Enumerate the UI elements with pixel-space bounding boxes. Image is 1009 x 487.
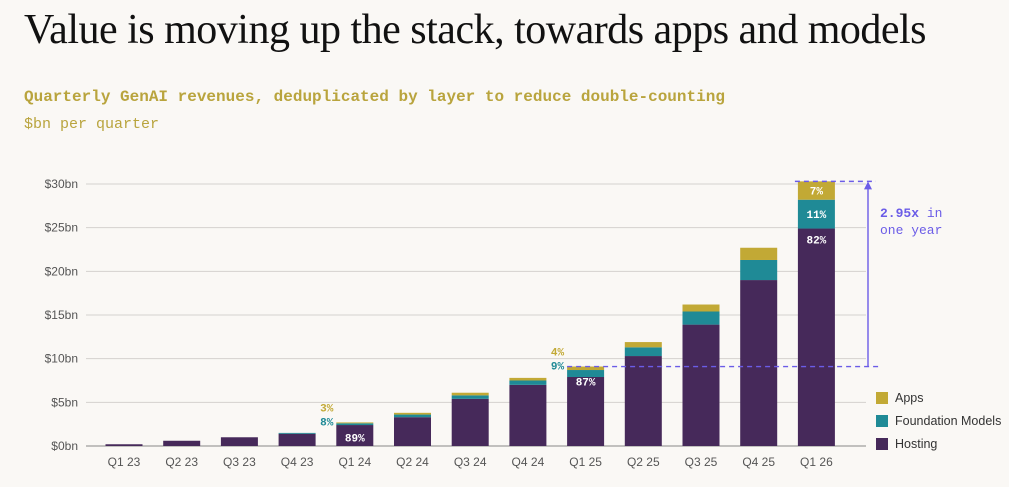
bar-segment-apps	[509, 377, 547, 381]
bar-segment-hosting	[567, 377, 605, 446]
legend-swatch-foundation-models	[876, 415, 888, 427]
x-tick-label: Q1 26	[800, 455, 833, 469]
x-tick-label: Q2 24	[396, 455, 429, 469]
share-label-models: 9%	[551, 362, 565, 374]
y-tick-label: $5bn	[51, 395, 78, 409]
bar-segment-foundation-models	[682, 311, 720, 325]
y-tick-label: $20bn	[45, 264, 78, 278]
x-tick-label: Q2 25	[627, 455, 660, 469]
bar-segment-hosting	[163, 440, 201, 446]
legend-swatch-apps	[876, 392, 888, 404]
share-label-apps: 3%	[320, 403, 334, 415]
bar-segment-hosting	[336, 425, 374, 446]
share-label-models: 8%	[320, 417, 334, 429]
bar-segment-foundation-models	[336, 423, 374, 426]
bar-segment-hosting	[740, 280, 778, 446]
bar-segment-foundation-models	[624, 347, 662, 357]
bar-segment-apps	[740, 247, 778, 260]
share-label-models: 11%	[806, 210, 826, 222]
bar-segment-foundation-models	[509, 380, 547, 385]
share-label-hosting: 87%	[576, 378, 596, 390]
bar-segment-hosting	[220, 437, 258, 446]
bar-segment-foundation-models	[394, 414, 431, 418]
bar-segment-apps	[451, 392, 489, 396]
annotation-label: 2.95x in	[880, 206, 942, 221]
share-label-apps: 7%	[810, 187, 824, 199]
annotation-label-line2: one year	[880, 223, 942, 238]
bar-segment-foundation-models	[740, 259, 778, 281]
bar-segment-hosting	[624, 356, 662, 446]
legend-label: Foundation Models	[895, 414, 1001, 428]
legend-label: Hosting	[895, 437, 937, 451]
y-tick-label: $25bn	[45, 221, 78, 235]
bar-segment-hosting	[797, 228, 835, 446]
bar-segment-apps	[682, 304, 720, 312]
bar-segment-apps	[624, 342, 662, 348]
chart-subtitle: Quarterly GenAI revenues, deduplicated b…	[24, 88, 725, 106]
bar-segment-foundation-models	[451, 395, 489, 399]
x-tick-label: Q3 23	[223, 455, 256, 469]
chart-title: Value is moving up the stack, towards ap…	[24, 7, 927, 53]
bar-segment-hosting	[509, 384, 547, 446]
bar-segment-foundation-models	[278, 432, 316, 434]
y-tick-label: $15bn	[45, 308, 78, 322]
share-label-hosting: 89%	[345, 433, 365, 445]
bar-segment-hosting	[278, 433, 316, 446]
y-tick-label: $30bn	[45, 177, 78, 191]
annotation-arrow-head	[864, 181, 872, 190]
bar-segment-hosting	[394, 417, 431, 446]
x-tick-label: Q3 24	[454, 455, 487, 469]
bar-segment-apps	[336, 422, 374, 424]
x-tick-label: Q1 25	[569, 455, 602, 469]
share-label-hosting: 82%	[806, 236, 826, 248]
bar-segment-hosting	[682, 324, 720, 446]
x-tick-label: Q1 24	[338, 455, 371, 469]
bar-segment-hosting	[105, 444, 143, 446]
y-tick-label: $10bn	[45, 352, 78, 366]
x-tick-label: Q4 23	[281, 455, 314, 469]
x-tick-label: Q4 25	[742, 455, 775, 469]
legend-swatch-hosting	[876, 438, 888, 450]
bar-segment-foundation-models	[797, 199, 835, 229]
x-tick-label: Q3 25	[685, 455, 718, 469]
chart-units: $bn per quarter	[24, 116, 160, 133]
x-tick-label: Q4 24	[512, 455, 545, 469]
bar-segment-hosting	[451, 398, 489, 446]
bar-segment-apps	[394, 412, 431, 415]
bar-segment-apps	[797, 181, 835, 200]
legend-label: Apps	[895, 391, 924, 405]
bar-segment-apps	[567, 366, 605, 371]
share-label-apps: 4%	[551, 348, 565, 360]
x-tick-label: Q1 23	[108, 455, 141, 469]
y-tick-label: $0bn	[51, 439, 78, 453]
x-tick-label: Q2 23	[165, 455, 198, 469]
bar-segment-foundation-models	[567, 370, 605, 378]
